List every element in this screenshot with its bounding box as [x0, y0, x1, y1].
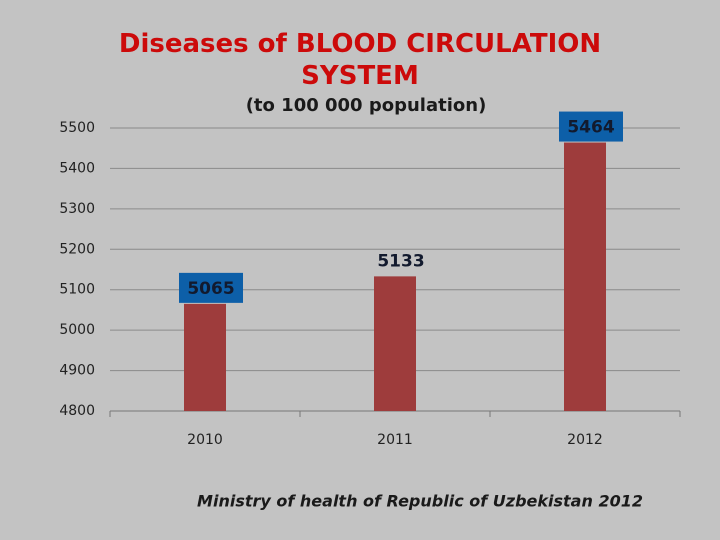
- y-tick-label: 5300: [59, 201, 95, 217]
- y-tick-label: 5100: [59, 282, 95, 298]
- bar: [184, 303, 226, 411]
- y-tick-label: 4800: [59, 403, 95, 419]
- y-tick-label: 5400: [59, 160, 95, 176]
- value-label-box: [179, 272, 243, 303]
- chart-title: Diseases of BLOOD CIRCULATION SYSTEM: [118, 29, 602, 91]
- x-tick-label: 2011: [377, 432, 413, 448]
- bar: [564, 142, 606, 411]
- value-label: 5133: [377, 251, 424, 271]
- bar: [374, 276, 416, 411]
- chart-subtitle: (to 100 000 population): [246, 95, 487, 116]
- value-label-box: [559, 111, 623, 142]
- value-label: 5065: [187, 279, 234, 299]
- y-tick-label: 4900: [59, 363, 95, 379]
- x-tick-label: 2010: [187, 432, 223, 448]
- y-tick-label: 5000: [59, 322, 95, 338]
- y-tick-label: 5200: [59, 241, 95, 257]
- x-tick-label: 2012: [567, 432, 603, 448]
- y-tick-label: 5500: [59, 120, 95, 136]
- source-note: Ministry of health of Republic of Uzbeki…: [197, 492, 643, 511]
- value-label: 5464: [567, 118, 614, 138]
